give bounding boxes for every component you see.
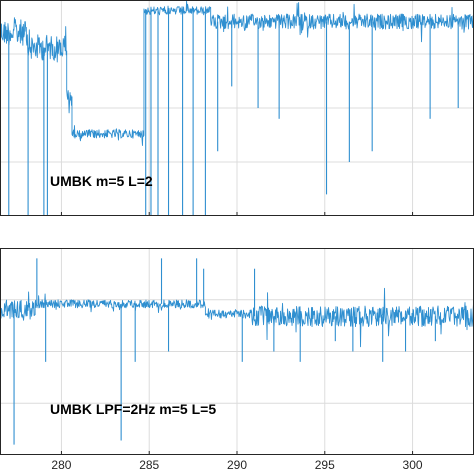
panel-annotation: UMBK m=5 L=2 <box>50 173 153 189</box>
panel-annotation: UMBK LPF=2Hz m=5 L=5 <box>50 401 216 417</box>
x-tick-label: 300 <box>403 458 423 472</box>
bottom-panel: 280 285 290 295 300 UMBK LPF=2Hz m=5 L=5 <box>0 248 474 472</box>
top-panel: UMBK m=5 L=2 <box>0 0 474 216</box>
x-tick-label: 280 <box>51 458 71 472</box>
signal-trace <box>0 0 474 146</box>
x-tick-label: 285 <box>139 458 159 472</box>
x-tick-label: 290 <box>227 458 247 472</box>
x-tick-label: 295 <box>315 458 335 472</box>
signal-trace <box>0 287 474 348</box>
